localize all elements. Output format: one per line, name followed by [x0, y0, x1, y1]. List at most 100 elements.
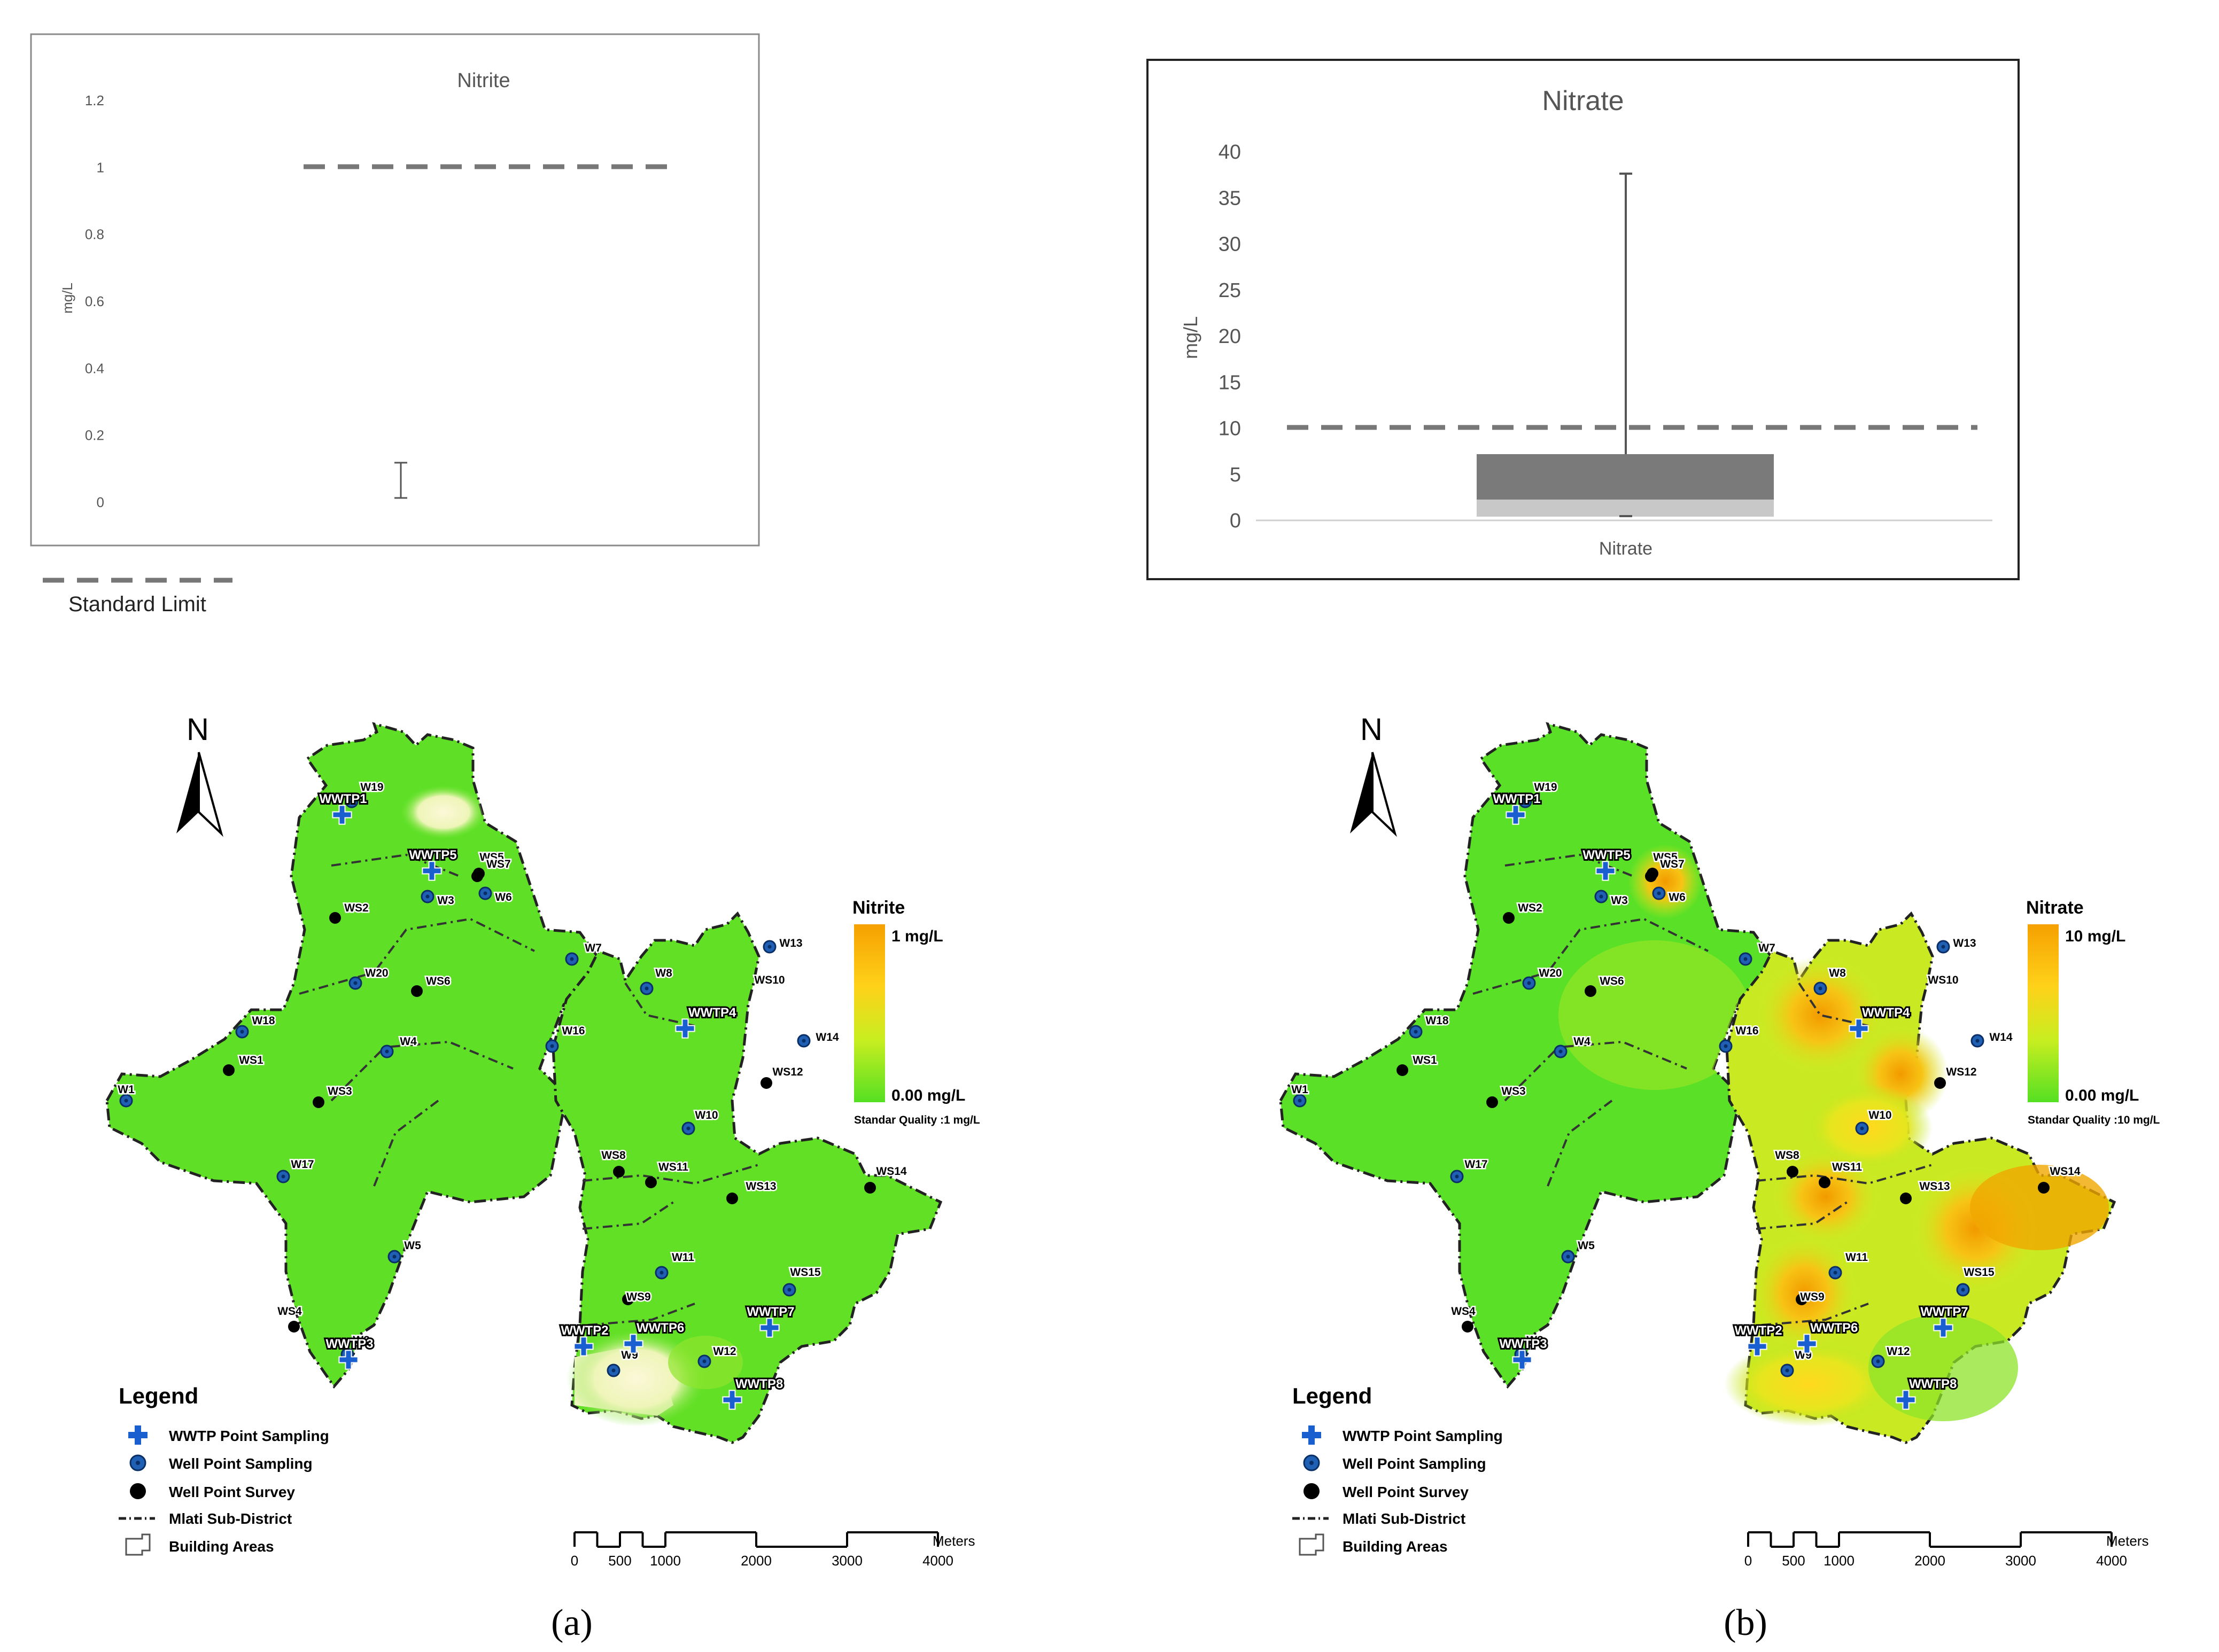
wwtp-legend-icon [128, 1425, 148, 1445]
nitrite-map-scale-label: 2000 [741, 1553, 772, 1569]
nitrite-map-point-label: WS9 [626, 1291, 651, 1303]
legend-item-well-sampling: Well Point Sampling [1343, 1455, 1486, 1472]
wwtp-legend-icon [1302, 1425, 1321, 1445]
nitrate-map-scale-segment [1929, 1532, 2021, 1548]
nitrate-map-well-sampling-dot [1558, 1049, 1563, 1054]
nitrate-y-tick-label: 30 [1219, 233, 1241, 256]
nitrate-map-point-label: WS1 [1413, 1054, 1437, 1066]
nitrate-legend-min-label: 0.00 mg/L [2065, 1087, 2139, 1104]
nitrate-map-wwtp-point [1595, 861, 1616, 881]
nitrate-map-point-label: W1 [1291, 1084, 1308, 1096]
nitrate-y-ticks: 40 35 30 25 20 15 10 5 0 [1219, 141, 1241, 532]
nitrite-map-wwtp-point [338, 1350, 359, 1370]
nitrate-map-point-label: WS2 [1518, 902, 1542, 914]
nitrite-map-well-sampling-dot [281, 1174, 285, 1179]
nitrate-y-tick-label: 15 [1219, 371, 1241, 394]
nitrate-legend-max-label: 10 mg/L [2065, 928, 2125, 945]
nitrite-map-well-sampling-dot [353, 981, 358, 985]
nitrite-y-tick-label: 0.4 [85, 360, 104, 376]
nitrite-map-point-label: WS6 [426, 975, 451, 987]
nitrite-map-point-label: WS11 [658, 1161, 688, 1173]
nitrate-lower-box [1477, 500, 1774, 517]
nitrate-map-well-sampling-dot [1860, 1126, 1864, 1131]
nitrite-map-well-survey-point [864, 1182, 876, 1194]
nitrite-map-well-sampling-dot [483, 891, 487, 895]
nitrate-map-point-label: W16 [1735, 1025, 1758, 1037]
nitrate-map-well-sampling-dot [1975, 1039, 1980, 1043]
nitrate-map-well-sampling-dot [1523, 799, 1527, 804]
nitrite-y-axis-label: mg/L [59, 283, 75, 314]
nitrate-map-well-survey-point [1645, 870, 1657, 882]
nitrate-map-well-survey-point [1503, 912, 1515, 924]
nitrite-map-well-survey-point [329, 912, 341, 924]
legend-title: Legend [119, 1383, 198, 1408]
nitrite-map-well-sampling-dot [550, 1044, 554, 1048]
nitrite-map-point-label: WS14 [876, 1165, 907, 1178]
nitrite-map-scale-segment [573, 1531, 598, 1547]
nitrate-map-point-label: WS12 [1946, 1066, 1976, 1078]
nitrite-map-well-sampling-dot [124, 1098, 128, 1103]
nitrite-map-point-label: W3 [437, 894, 454, 907]
nitrate-y-tick-label: 5 [1230, 464, 1241, 486]
nitrate-chart-title: Nitrate [1542, 85, 1624, 116]
north-letter: N [187, 712, 209, 747]
nitrite-map-point-label: W2 [353, 1334, 370, 1346]
nitrate-map-well-sampling-dot [1724, 1044, 1728, 1048]
nitrite-map-point-label: W15 [794, 1266, 817, 1279]
nitrite-y-tick-label: 0.8 [85, 227, 104, 243]
nitrite-map-point-label: W8 [655, 967, 672, 979]
nitrate-map-well-sampling-dot [1785, 1368, 1789, 1373]
nitrite-map-point-label: WS4 [277, 1305, 302, 1318]
nitrate-map-well-survey-point [1396, 1064, 1408, 1076]
mlati-subdistrict-west [105, 722, 603, 1389]
nitrite-map-point-label: W17 [291, 1158, 314, 1171]
nitrate-map-point-label: WS14 [2050, 1165, 2081, 1178]
nitrite-map-wwtp-label: WWTP8 [735, 1377, 783, 1391]
nitrite-map-point-label: WS7 [486, 858, 511, 870]
well-survey-legend-icon [130, 1483, 146, 1499]
nitrite-map-point-label: W6 [495, 891, 512, 903]
nitrite-map-well-sampling-dot [240, 1030, 244, 1034]
nitrate-map-scale-segment [1770, 1532, 1794, 1548]
nitrite-map-legend: Legend WWTP Point Sampling Well Point Sa… [119, 1383, 329, 1556]
nitrate-map-point-label: WS9 [1800, 1291, 1825, 1303]
nitrate-map-scale-label: 0 [1744, 1553, 1752, 1569]
nitrate-y-tick-label: 35 [1219, 187, 1241, 209]
legend-item-buildings: Building Areas [169, 1538, 274, 1555]
nitrate-map-well-survey-point [1486, 1096, 1498, 1108]
legend-item-well-survey: Well Point Survey [169, 1484, 295, 1500]
nitrate-map-wwtp-point [1506, 805, 1526, 825]
nitrate-map-scale-label: 500 [1782, 1553, 1805, 1569]
nitrite-map-wwtp-point [759, 1318, 780, 1338]
nitrate-map-point-label: WS3 [1501, 1085, 1526, 1097]
nitrate-y-tick-label: 0 [1230, 510, 1241, 532]
nitrate-map-well-survey-point [1787, 1166, 1798, 1178]
nitrate-legend-title: Nitrate [2026, 898, 2084, 918]
nitrate-map-scale-label: 1000 [1824, 1553, 1855, 1569]
nitrate-map-well-survey-point [1796, 1293, 1807, 1305]
nitrite-map-well-survey-point [613, 1166, 625, 1178]
north-arrow: N [176, 712, 223, 837]
nitrate-map-scale-segment [1838, 1531, 1930, 1547]
nitrite-map-point-label: WS15 [790, 1266, 821, 1279]
nitrite-map-scale-label: 1000 [650, 1553, 681, 1569]
nitrite-map-well-survey-point [411, 985, 423, 997]
standard-limit-legend-label: Standard Limit [68, 593, 206, 616]
nitrate-map-scale-segment [1815, 1532, 1839, 1548]
nitrite-map-well-sampling-dot [570, 957, 574, 961]
legend-item-wwtp: WWTP Point Sampling [169, 1428, 329, 1444]
nitrite-map-point-label: W4 [400, 1035, 417, 1048]
nitrite-map-point-label: WS12 [772, 1066, 803, 1078]
nitrate-map-well-sampling-dot [1455, 1174, 1459, 1179]
nitrate-map-point-label: W11 [1845, 1251, 1868, 1264]
nitrate-map-point-label: WS11 [1832, 1161, 1862, 1173]
nitrate-map-point-label: W7 [1758, 942, 1775, 954]
nitrite-map-well-sampling-dot [767, 945, 772, 949]
nitrate-map-point-label: W14 [1989, 1031, 2013, 1043]
mlati-subdistrict-west [1279, 722, 1776, 1389]
nitrite-map-point-label: WS10 [754, 974, 785, 986]
nitrate-map-scale-segment [2020, 1531, 2112, 1547]
nitrate-map-point-label: W8 [1829, 967, 1846, 979]
nitrate-map-wwtp-point [1896, 1390, 1916, 1410]
nitrate-map-wwtp-point [1797, 1334, 1817, 1354]
